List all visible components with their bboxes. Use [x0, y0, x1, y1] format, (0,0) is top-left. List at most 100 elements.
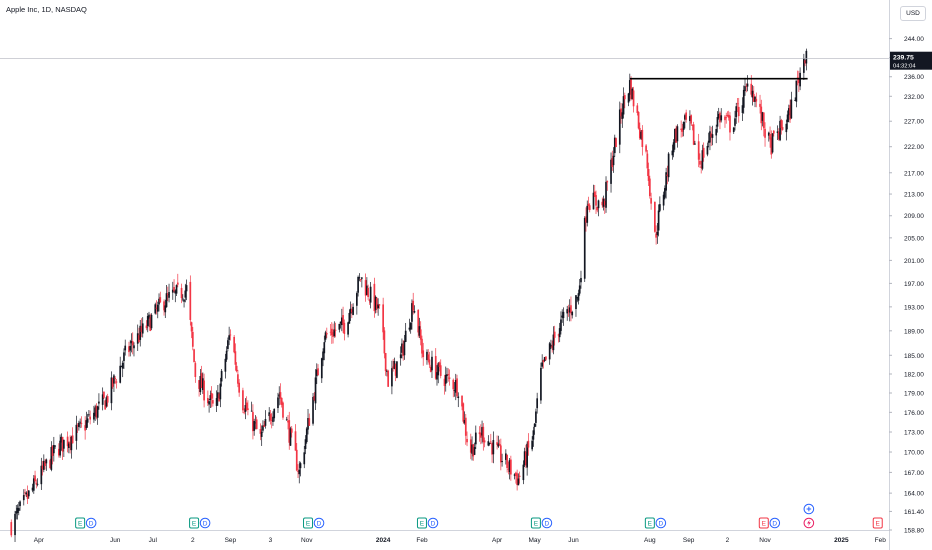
candle-body	[427, 354, 430, 361]
event-label: D	[545, 521, 550, 528]
candle	[438, 361, 441, 372]
candle	[262, 420, 264, 433]
candle	[227, 337, 229, 352]
candle-body	[595, 195, 597, 206]
candle	[655, 225, 657, 245]
candle	[342, 306, 344, 333]
candle-body	[374, 296, 377, 310]
candle	[606, 180, 609, 191]
candle	[121, 360, 124, 378]
candle	[540, 362, 542, 404]
time-tick-label: Feb	[875, 537, 887, 544]
candle-body	[487, 441, 490, 446]
candle-body	[510, 459, 512, 475]
candle-body	[136, 333, 139, 344]
candle	[45, 458, 48, 471]
price-tick-label: 222.00	[904, 144, 924, 151]
candle	[32, 475, 35, 494]
candle	[308, 413, 311, 426]
candle	[233, 335, 235, 354]
candle-body	[234, 351, 237, 365]
candle-body	[330, 328, 333, 336]
candle	[183, 298, 185, 308]
candles	[10, 48, 808, 542]
candle-body	[525, 451, 527, 466]
candle-body	[752, 93, 755, 102]
candle-body	[193, 349, 195, 362]
price-tick-label: 167.00	[904, 470, 924, 477]
candle	[320, 357, 323, 383]
candle	[654, 201, 656, 233]
candle-body	[113, 375, 115, 384]
candle-body	[518, 475, 521, 477]
candle	[279, 383, 282, 405]
candle	[60, 433, 63, 451]
candle-body	[297, 471, 299, 472]
currency-button[interactable]: USD	[900, 6, 926, 21]
candle	[129, 339, 132, 357]
candle	[277, 392, 279, 414]
candle	[699, 153, 701, 168]
candle	[282, 401, 284, 420]
candle-body	[592, 192, 595, 210]
candle	[247, 400, 249, 416]
candle-body	[628, 80, 631, 95]
candle-body	[52, 445, 55, 454]
candle	[799, 67, 801, 91]
candle	[697, 133, 700, 168]
candle-body	[462, 403, 465, 422]
candle	[622, 87, 625, 119]
candle-body	[548, 343, 551, 360]
candle-body	[759, 103, 761, 107]
candle-body	[138, 335, 140, 342]
candle	[110, 371, 113, 411]
candle	[676, 124, 679, 148]
dividend-icon	[655, 517, 667, 529]
price-tick-label: 179.00	[904, 391, 924, 398]
candle-body	[252, 412, 254, 432]
candle-body	[690, 115, 693, 124]
price-tick-label: 170.00	[904, 450, 924, 457]
candle	[491, 442, 493, 463]
candle	[724, 115, 726, 128]
candle	[471, 436, 473, 461]
candle-body	[294, 431, 297, 451]
price-tick-label: 205.00	[904, 235, 924, 242]
candle	[795, 80, 798, 108]
candle-body	[777, 131, 780, 140]
candle	[498, 439, 501, 446]
candle	[675, 125, 677, 143]
candle-body	[51, 446, 54, 456]
candle	[387, 369, 390, 388]
candle	[269, 410, 272, 425]
candle-body	[111, 378, 114, 387]
candle	[194, 361, 197, 383]
candle	[487, 435, 490, 447]
candle-body	[411, 303, 413, 322]
candle-body	[403, 340, 406, 356]
candle-body	[225, 350, 228, 360]
candle-body	[463, 420, 466, 424]
candle	[254, 415, 257, 430]
candle-body	[667, 153, 670, 178]
candle-body	[85, 420, 88, 428]
candle	[709, 125, 711, 151]
candle	[391, 360, 393, 395]
candle	[367, 284, 369, 300]
candle-body	[507, 468, 510, 470]
candle	[394, 363, 397, 382]
candle	[263, 420, 266, 428]
candle	[76, 423, 79, 433]
candle-body	[242, 390, 244, 411]
candle-body	[343, 322, 346, 334]
candle	[209, 390, 212, 408]
candle-body	[19, 501, 21, 507]
candle-body	[428, 359, 431, 365]
candle-body	[25, 492, 28, 495]
candle-body	[24, 492, 26, 494]
dividend-icon	[541, 517, 553, 529]
candle-body	[130, 340, 133, 344]
candle	[478, 426, 481, 442]
